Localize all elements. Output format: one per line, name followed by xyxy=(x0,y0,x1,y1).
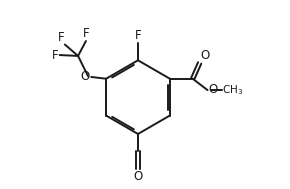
Text: F: F xyxy=(83,27,89,40)
Text: F: F xyxy=(52,49,59,62)
Text: F: F xyxy=(135,29,141,42)
Text: O: O xyxy=(209,83,218,96)
Text: O: O xyxy=(133,170,143,183)
Text: O: O xyxy=(201,49,210,62)
Text: O: O xyxy=(81,70,90,84)
Text: CH$_3$: CH$_3$ xyxy=(222,83,244,97)
Text: F: F xyxy=(57,31,64,44)
